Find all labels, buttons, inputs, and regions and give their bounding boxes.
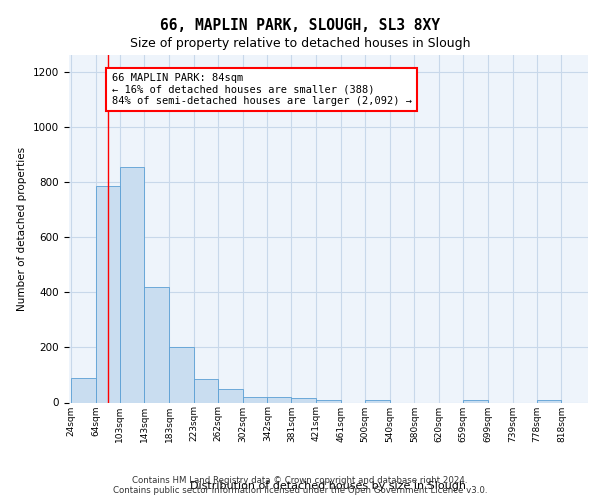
Text: 66 MAPLIN PARK: 84sqm
← 16% of detached houses are smaller (388)
84% of semi-det: 66 MAPLIN PARK: 84sqm ← 16% of detached … xyxy=(112,73,412,106)
Bar xyxy=(71,378,95,402)
Bar xyxy=(292,398,316,402)
Text: Contains public sector information licensed under the Open Government Licence v3: Contains public sector information licen… xyxy=(113,486,487,495)
Bar xyxy=(145,286,169,403)
Y-axis label: Number of detached properties: Number of detached properties xyxy=(17,146,28,311)
Bar xyxy=(119,166,145,402)
Bar xyxy=(218,388,242,402)
Text: 66, MAPLIN PARK, SLOUGH, SL3 8XY: 66, MAPLIN PARK, SLOUGH, SL3 8XY xyxy=(160,18,440,32)
Bar xyxy=(169,348,194,403)
Bar xyxy=(316,400,341,402)
Bar xyxy=(537,400,562,402)
Bar xyxy=(268,397,292,402)
Bar xyxy=(365,400,389,402)
Text: Contains HM Land Registry data © Crown copyright and database right 2024.: Contains HM Land Registry data © Crown c… xyxy=(132,476,468,485)
X-axis label: Distribution of detached houses by size in Slough: Distribution of detached houses by size … xyxy=(191,480,467,490)
Bar xyxy=(242,397,268,402)
Bar xyxy=(463,400,488,402)
Text: Size of property relative to detached houses in Slough: Size of property relative to detached ho… xyxy=(130,38,470,51)
Bar xyxy=(194,379,218,402)
Bar xyxy=(95,186,119,402)
